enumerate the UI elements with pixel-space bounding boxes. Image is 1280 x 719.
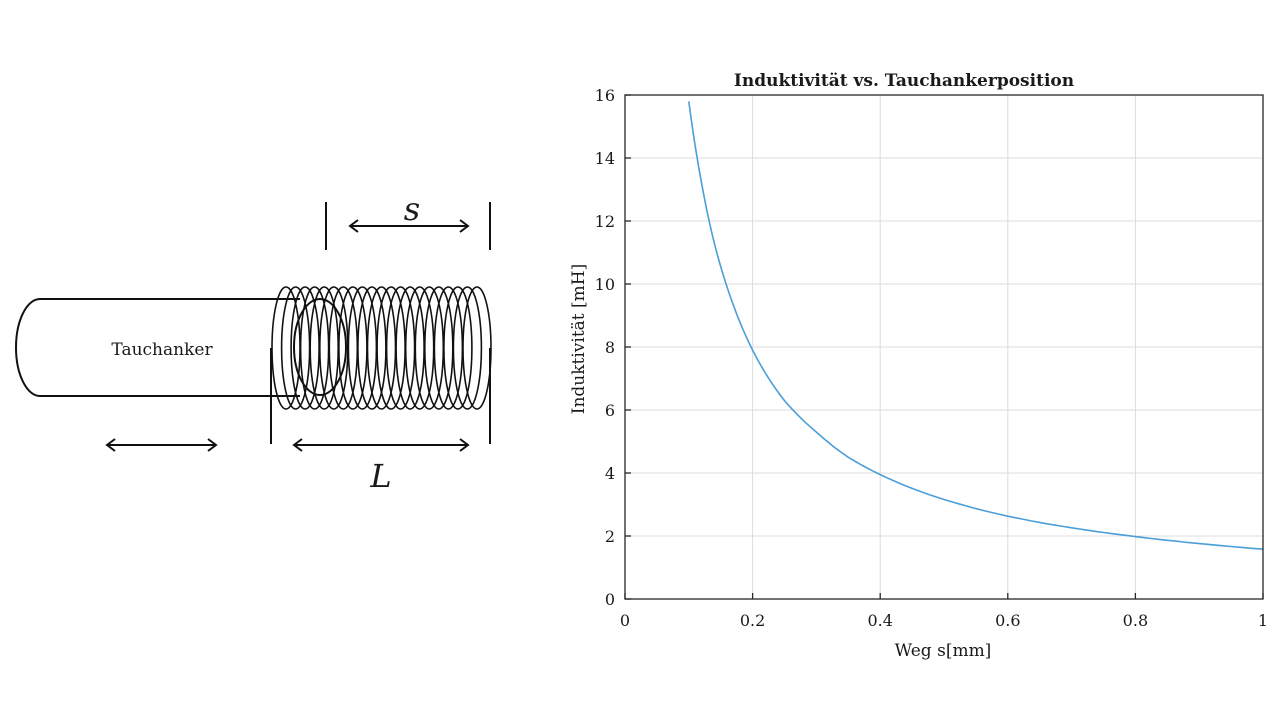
x-tick-label: 0.2 [740,611,765,630]
y-tick-label: 8 [605,338,615,357]
plunger-label: Tauchanker [111,340,213,360]
x-tick-label: 0.4 [867,611,892,630]
y-tick-label: 6 [605,401,615,420]
y-tick-label: 16 [595,86,615,105]
x-tick-label: 0.6 [995,611,1020,630]
y-tick-label: 14 [595,149,615,168]
plunger-body [15,298,300,397]
y-tick-label: 10 [595,275,615,294]
length-arrow [292,438,470,452]
x-axis-label: Weg s[mm] [895,641,992,661]
x-tick-label: 0 [620,611,630,630]
chart-title: Induktivität vs. Tauchankerposition [734,71,1074,91]
y-axis-ticks: 0 2 4 6 8 10 12 14 16 [595,86,631,609]
y-tick-label: 4 [605,464,615,483]
coil-turn [443,286,473,410]
y-tick-label: 2 [605,527,615,546]
coil-windings [271,286,492,410]
series-line [688,101,1264,550]
x-axis-ticks: 0 0.2 0.4 0.6 0.8 1 [620,593,1268,630]
x-tick-label: 1 [1258,611,1268,630]
stroke-symbol: s [404,190,420,228]
chart: Induktivität vs. Tauchankerposition 0 0.2… [569,71,1268,661]
plunger-travel-arrow [105,438,218,452]
plunger-end [293,298,347,396]
solenoid-diagram: Tauchanker s L [15,190,492,495]
y-axis-label: Induktivität [mH] [569,264,589,415]
grid-lines [624,94,1264,600]
coil-turn [452,286,483,410]
y-tick-label: 12 [595,212,615,231]
series-layer [688,101,1264,550]
stroke-arrow [348,219,470,233]
x-tick-label: 0.8 [1123,611,1148,630]
length-symbol: L [369,457,391,495]
y-tick-label: 0 [605,590,615,609]
